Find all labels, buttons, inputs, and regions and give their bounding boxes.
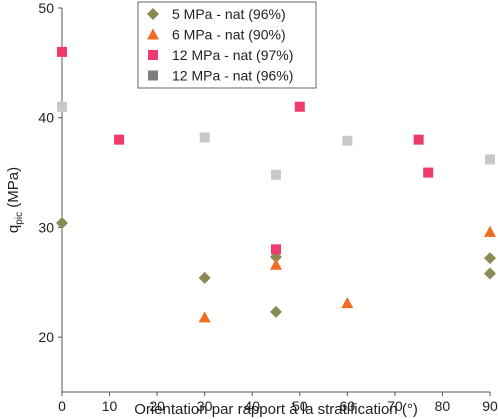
data-point	[484, 267, 496, 280]
data-point	[484, 252, 496, 265]
x-tick-label: 0	[58, 398, 66, 414]
x-tick-label: 50	[292, 398, 308, 414]
x-tick-label: 90	[482, 398, 498, 414]
data-point	[485, 154, 495, 165]
y-tick-label: 30	[38, 219, 54, 235]
x-tick-label: 70	[387, 398, 403, 414]
y-axis-title-subscript: pic	[14, 212, 25, 225]
data-point	[423, 167, 434, 178]
data-point	[271, 244, 281, 255]
data-point	[484, 225, 496, 237]
data-point	[270, 305, 282, 318]
x-tick-label: 10	[102, 398, 118, 414]
legend-marker	[148, 50, 158, 60]
x-tick-label: 40	[244, 398, 260, 414]
x-tick-label: 30	[197, 398, 213, 414]
x-axis-title: Orientation par rapport à la stratificat…	[134, 401, 418, 418]
legend-label: 5 MPa - nat (96%)	[172, 6, 286, 22]
legend-marker	[147, 8, 159, 20]
data-markers	[56, 46, 496, 323]
data-point	[342, 135, 353, 146]
legend-label: 12 MPa - nat (97%)	[172, 47, 293, 63]
legend-label: 6 MPa - nat (90%)	[172, 27, 286, 43]
data-point	[56, 217, 68, 230]
y-axis-title-unit: (MPa)	[5, 167, 22, 212]
data-point	[199, 132, 210, 143]
legend-marker	[148, 70, 158, 81]
data-point	[57, 101, 67, 112]
y-tick-label: 40	[38, 110, 54, 126]
data-point	[271, 169, 281, 180]
y-axis-title-main: q	[5, 225, 22, 233]
data-point	[413, 134, 424, 145]
y-ticks: 20 30 40 50	[38, 0, 62, 345]
x-tick-label: 60	[340, 398, 356, 414]
data-point	[294, 101, 305, 112]
x-tick-label: 20	[149, 398, 165, 414]
legend-label: 12 MPa - nat (96%)	[172, 68, 293, 84]
legend-marker	[147, 28, 159, 40]
data-point	[198, 311, 211, 323]
x-ticks: 0 10 20 30 40 50 60 70 80 90	[58, 392, 498, 414]
data-point	[114, 134, 125, 145]
y-tick-label: 20	[38, 329, 54, 345]
y-tick-label: 50	[38, 0, 54, 16]
axes	[61, 8, 490, 393]
data-point	[198, 271, 211, 284]
x-tick-label: 80	[435, 398, 451, 414]
legend: 5 MPa - nat (96%) 6 MPa - nat (90%) 12 MPa…	[137, 1, 317, 89]
legend-box	[137, 1, 317, 89]
y-axis-title: qpic (MPa)	[5, 167, 25, 233]
data-point	[270, 258, 282, 270]
data-point	[341, 297, 354, 309]
data-point	[57, 46, 67, 57]
